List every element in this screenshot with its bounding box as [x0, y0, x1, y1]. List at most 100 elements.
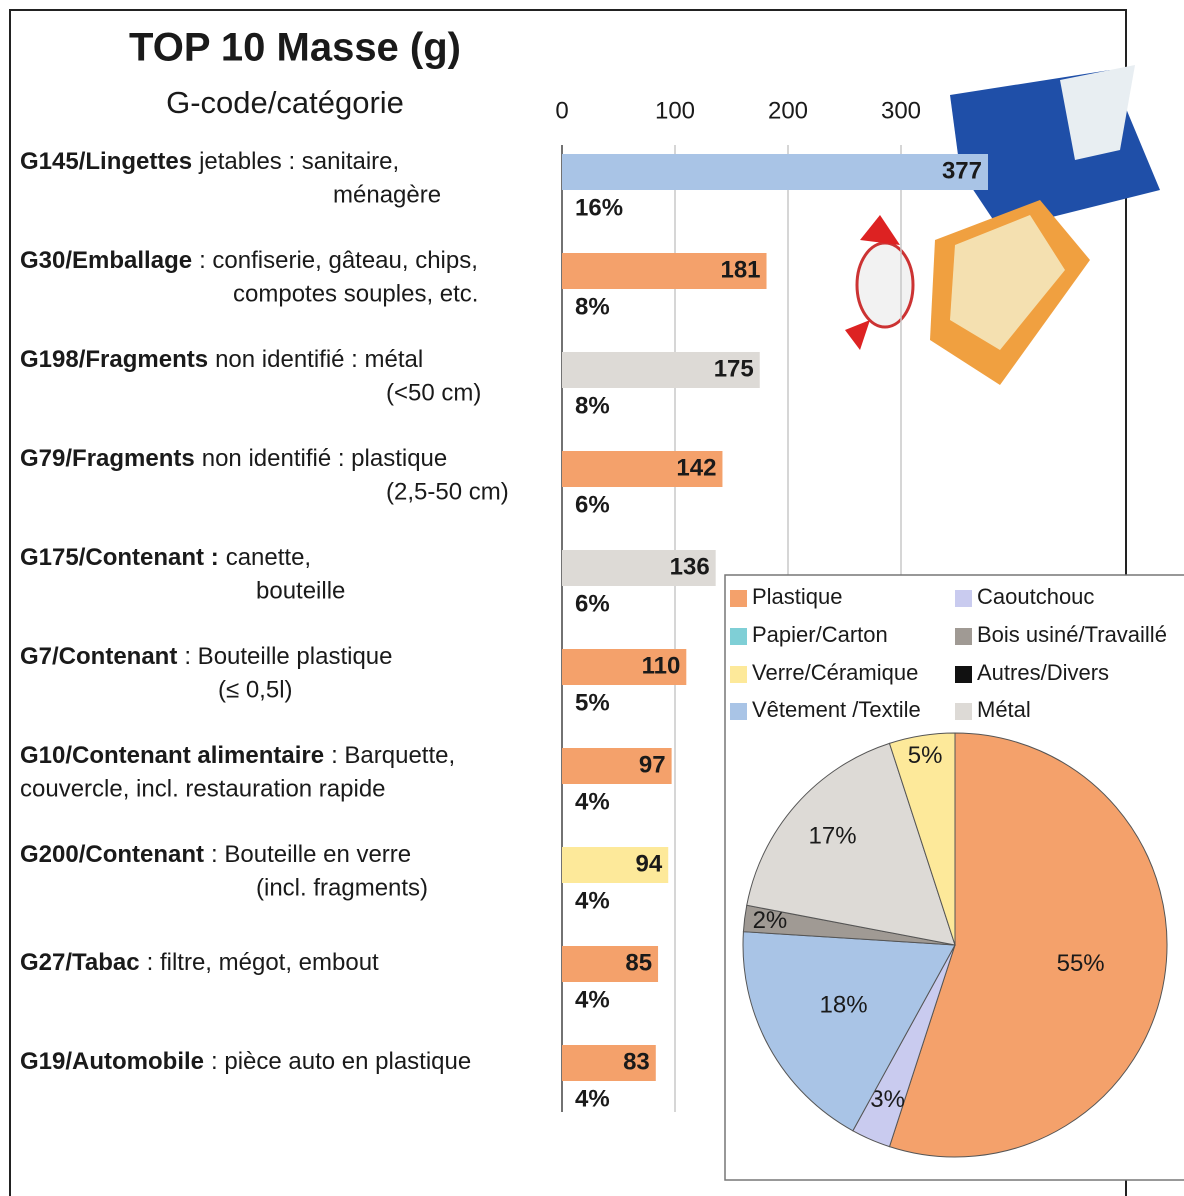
legend-label: Caoutchouc [977, 584, 1094, 609]
legend-label: Vêtement /Textile [752, 697, 921, 722]
share-label: 8% [575, 392, 610, 419]
share-label: 4% [575, 1085, 610, 1112]
category-label: G200/Contenant : Bouteille en verre [20, 841, 411, 868]
value-label: 142 [676, 454, 716, 481]
category-code: G200/Contenant [20, 841, 204, 868]
bar [562, 1045, 656, 1081]
bar [562, 253, 767, 289]
share-label: 4% [575, 887, 610, 914]
legend-swatch [730, 666, 747, 683]
legend-label: Papier/Carton [752, 622, 888, 647]
pie-slice [746, 742, 956, 946]
category-label-line2: bouteille [256, 577, 345, 604]
bar [562, 352, 760, 388]
category-label-line2: couvercle, incl. restauration rapide [20, 775, 386, 802]
category-text: : Barquette, [331, 742, 455, 769]
category-text: : Bouteille en verre [211, 841, 411, 868]
value-label: 97 [639, 751, 666, 778]
category-code: G7/Contenant [20, 643, 177, 670]
share-label: 6% [575, 491, 610, 518]
category-code: G175/Contenant : [20, 544, 219, 571]
category-label: G7/Contenant : Bouteille plastique [20, 643, 392, 670]
bar [562, 451, 723, 487]
category-text: : filtre, mégot, embout [147, 949, 379, 976]
category-code: G19/Automobile [20, 1048, 204, 1075]
value-label: 377 [942, 157, 982, 184]
category-label-line2: ménagère [333, 181, 441, 208]
category-text: non identifié : plastique [202, 445, 448, 472]
bar [562, 946, 659, 982]
category-text: non identifié : métal [215, 346, 423, 373]
share-label: 8% [575, 293, 610, 320]
category-label-line2: (≤ 0,5l) [218, 676, 293, 703]
pie-slice [888, 732, 1168, 1158]
bar [562, 748, 672, 784]
category-code: G145/Lingettes [20, 148, 192, 175]
value-label: 110 [642, 652, 681, 679]
chart-subtitle: G-code/catégorie [166, 85, 404, 120]
category-label: G30/Emballage : confiserie, gâteau, chips… [20, 247, 478, 274]
category-text: canette, [226, 544, 311, 571]
legend-swatch [955, 703, 972, 720]
category-code: G27/Tabac [20, 949, 140, 976]
category-label: G145/Lingettes jetables : sanitaire, [20, 148, 399, 175]
slice-label: 55% [1057, 950, 1105, 977]
category-label-line2: (<50 cm) [386, 379, 481, 406]
slice-label: 3% [870, 1086, 905, 1113]
share-label: 6% [575, 590, 610, 617]
value-label: 136 [670, 553, 710, 580]
legend-swatch [730, 628, 747, 645]
category-label-line2: compotes souples, etc. [233, 280, 478, 307]
legend-label: Plastique [752, 584, 843, 609]
value-label: 175 [714, 355, 754, 382]
category-text: jetables : sanitaire, [198, 148, 399, 175]
category-label: G19/Automobile : pièce auto en plastique [20, 1048, 471, 1075]
category-label: G27/Tabac : filtre, mégot, embout [20, 949, 379, 976]
category-code: G198/Fragments [20, 346, 208, 373]
pie-slice [742, 931, 956, 1132]
legend-label: Bois usiné/Travaillé [977, 622, 1167, 647]
legend-swatch [730, 703, 747, 720]
x-tick-label: 200 [768, 97, 808, 124]
share-label: 5% [575, 689, 610, 716]
share-label: 16% [575, 194, 623, 221]
category-label: G175/Contenant : canette, [20, 544, 311, 571]
chart-title: TOP 10 Masse (g) [129, 26, 461, 70]
legend-swatch [955, 666, 972, 683]
bar [562, 550, 716, 586]
category-text: : confiserie, gâteau, chips, [199, 247, 478, 274]
slice-label: 17% [809, 822, 857, 849]
category-label: G10/Contenant alimentaire: Barquette, [20, 742, 455, 769]
category-label-line2: (incl. fragments) [256, 874, 428, 901]
category-text: : Bouteille plastique [184, 643, 392, 670]
legend-swatch [955, 628, 972, 645]
share-label: 4% [575, 986, 610, 1013]
legend-swatch [730, 590, 747, 607]
value-label: 83 [623, 1048, 650, 1075]
category-label: G79/Fragments non identifié : plastique [20, 445, 447, 472]
value-label: 94 [636, 850, 663, 877]
slice-label: 5% [908, 742, 943, 769]
wipes-image [845, 65, 1160, 385]
bar [562, 649, 687, 685]
value-label: 181 [720, 256, 760, 283]
category-label-line2: (2,5-50 cm) [386, 478, 509, 505]
legend-label: Verre/Céramique [752, 660, 918, 685]
share-label: 4% [575, 788, 610, 815]
category-label: G198/Fragments non identifié : métal [20, 346, 423, 373]
x-tick-label: 100 [655, 97, 695, 124]
slice-label: 18% [820, 992, 868, 1019]
bar [562, 154, 989, 190]
value-label: 85 [625, 949, 652, 976]
legend-label: Autres/Divers [977, 660, 1109, 685]
category-code: G30/Emballage [20, 247, 192, 274]
legend-label: Métal [977, 697, 1031, 722]
pie-slice [888, 732, 956, 946]
legend-swatch [955, 590, 972, 607]
x-tick-label: 0 [555, 97, 568, 124]
x-tick-label: 300 [881, 97, 921, 124]
category-code: G79/Fragments [20, 445, 195, 472]
category-text: : pièce auto en plastique [211, 1048, 471, 1075]
bar [562, 847, 669, 883]
